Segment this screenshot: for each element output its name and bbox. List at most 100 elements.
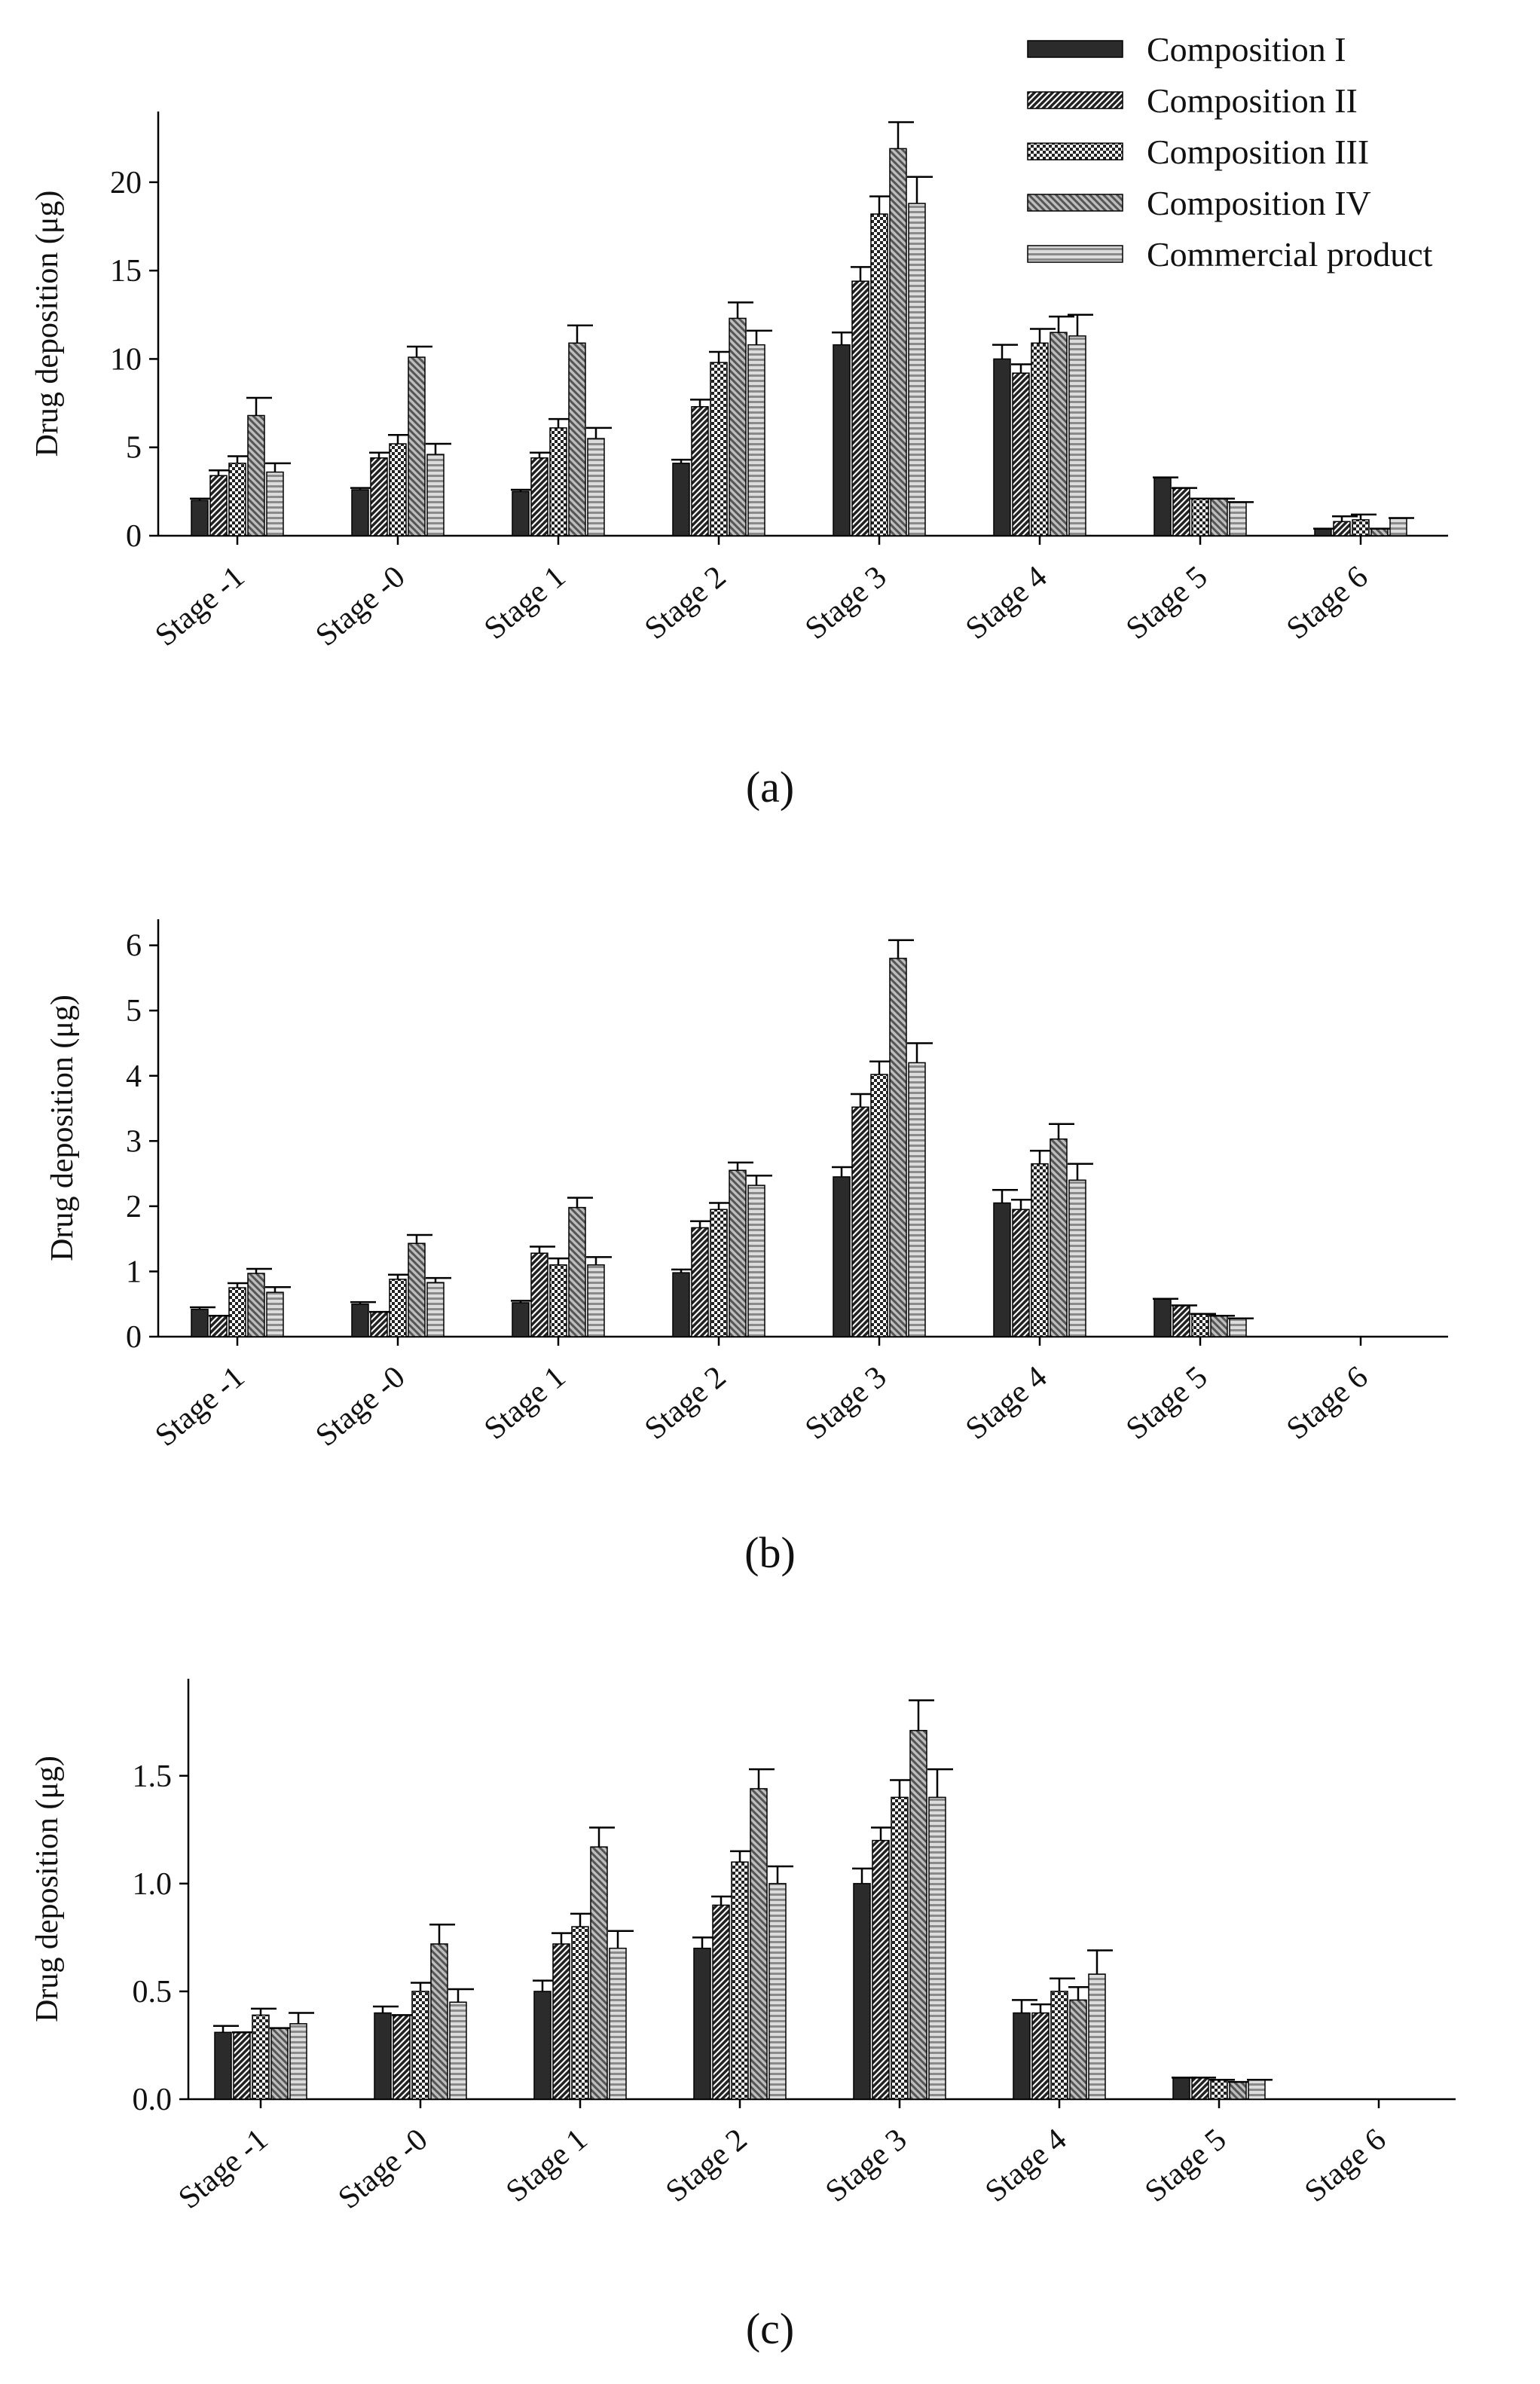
bar-composition-iii bbox=[1191, 1313, 1209, 1337]
error-bar bbox=[289, 2012, 314, 2024]
bar-composition-i bbox=[853, 1883, 871, 2100]
y-tick-label: 6 bbox=[126, 929, 142, 964]
bar-composition-iv bbox=[1210, 1315, 1228, 1337]
error-bar bbox=[927, 1768, 953, 1798]
bar-composition-i bbox=[672, 463, 690, 536]
x-tick-label: Stage 3 bbox=[819, 2122, 913, 2208]
bar-composition-ii bbox=[530, 1252, 548, 1337]
bar-composition-iii bbox=[549, 1264, 567, 1337]
bar-composition-ii bbox=[1012, 1209, 1030, 1337]
bar-composition-iii bbox=[1031, 342, 1049, 536]
legend-swatch bbox=[1027, 91, 1123, 109]
legend-entry-composition-iii: Composition III bbox=[1027, 133, 1369, 171]
bar-commercial-product bbox=[426, 454, 445, 536]
bar-composition-i bbox=[672, 1272, 690, 1337]
error-bar bbox=[1068, 313, 1093, 336]
error-bar bbox=[728, 1161, 753, 1171]
bar-composition-iii bbox=[870, 1074, 888, 1337]
bar-commercial-product bbox=[1229, 1318, 1247, 1337]
bar-composition-iv bbox=[1069, 1999, 1087, 2100]
error-bar bbox=[1068, 1163, 1093, 1181]
y-tick-label: 1.0 bbox=[133, 1867, 173, 1902]
x-tick-label: Stage -1 bbox=[173, 2122, 275, 2215]
bar-composition-ii bbox=[233, 2031, 251, 2100]
error-bar bbox=[589, 1826, 615, 1848]
bar-composition-iv bbox=[590, 1846, 608, 2100]
bar-composition-ii bbox=[552, 1943, 570, 2100]
error-bar bbox=[992, 344, 1018, 359]
bar-composition-i bbox=[833, 344, 851, 536]
error-bar bbox=[1050, 1977, 1075, 1991]
y-tick-label: 2 bbox=[126, 1190, 142, 1224]
bar-composition-i bbox=[351, 1303, 369, 1337]
bar-composition-i bbox=[993, 1202, 1011, 1337]
bar-composition-iii bbox=[710, 1209, 728, 1337]
y-axis-title: Drug deposition (μg) bbox=[30, 191, 65, 457]
bar-composition-i bbox=[512, 1302, 530, 1337]
y-tick-label: 4 bbox=[126, 1059, 142, 1094]
bar-composition-ii bbox=[1172, 1304, 1190, 1337]
legend: Composition I Composition II Composition… bbox=[1027, 30, 1433, 274]
error-bar bbox=[728, 301, 753, 319]
error-bar bbox=[909, 1699, 934, 1731]
bar-commercial-product bbox=[266, 471, 284, 536]
error-bar bbox=[1049, 1123, 1074, 1139]
legend-entry-composition-ii: Composition II bbox=[1027, 81, 1358, 120]
error-bar bbox=[265, 462, 291, 472]
bar-commercial-product bbox=[928, 1796, 946, 2100]
y-tick-label: 3 bbox=[126, 1124, 142, 1159]
bar-composition-i bbox=[191, 1308, 209, 1337]
bar-commercial-product bbox=[747, 344, 765, 536]
bar-commercial-product bbox=[768, 1883, 787, 2100]
legend-swatch bbox=[1027, 194, 1123, 212]
bar-commercial-product bbox=[1229, 501, 1247, 536]
bar-composition-iv bbox=[247, 1273, 265, 1337]
error-bar bbox=[749, 1768, 775, 1789]
legend-label: Composition III bbox=[1147, 133, 1369, 171]
error-bar bbox=[1351, 513, 1377, 520]
y-tick-label: 20 bbox=[110, 166, 142, 200]
bar-composition-iii bbox=[1210, 2079, 1228, 2100]
error-bar bbox=[246, 1267, 272, 1274]
x-tick-label: Stage -0 bbox=[332, 2122, 435, 2215]
bar-composition-i bbox=[833, 1176, 851, 1337]
bar-commercial-product bbox=[1068, 1179, 1086, 1337]
error-bar bbox=[747, 329, 772, 345]
bar-composition-ii bbox=[1191, 2077, 1209, 2100]
error-bar bbox=[251, 2007, 277, 2016]
error-bar bbox=[992, 1188, 1018, 1203]
error-bar bbox=[907, 1042, 933, 1063]
y-axis-title: Drug deposition (μg) bbox=[30, 1756, 65, 2022]
bar-composition-ii bbox=[872, 1839, 890, 2100]
bar-composition-ii bbox=[712, 1904, 730, 2100]
bar-composition-iii bbox=[389, 443, 407, 536]
legend-entry-commercial-product: Commercial product bbox=[1027, 235, 1433, 274]
legend-entry-composition-i: Composition I bbox=[1027, 30, 1346, 69]
error-bar bbox=[1049, 315, 1074, 333]
bar-composition-ii bbox=[209, 1315, 228, 1337]
error-bar bbox=[1332, 515, 1358, 522]
bar-composition-iii bbox=[549, 427, 567, 536]
bar-composition-ii bbox=[1012, 372, 1030, 536]
y-tick-label: 0.5 bbox=[133, 1975, 173, 2010]
legend-swatch bbox=[1027, 245, 1123, 263]
bar-composition-ii bbox=[691, 406, 709, 536]
bar-composition-ii bbox=[1333, 521, 1351, 536]
error-bar bbox=[373, 2005, 399, 2013]
x-tick-label: Stage -0 bbox=[310, 559, 412, 653]
x-tick-label: Stage 6 bbox=[1280, 1359, 1374, 1446]
bar-commercial-product bbox=[266, 1291, 284, 1337]
y-tick-label: 1.5 bbox=[133, 1759, 173, 1794]
error-bar bbox=[530, 1245, 555, 1254]
bar-commercial-product bbox=[289, 2023, 307, 2100]
legend-label: Composition I bbox=[1147, 30, 1346, 69]
panel-label-b: (b) bbox=[744, 1528, 796, 1577]
y-tick-label: 5 bbox=[126, 994, 142, 1028]
bar-commercial-product bbox=[747, 1184, 765, 1337]
error-bar bbox=[888, 939, 914, 958]
error-bar bbox=[407, 345, 432, 358]
bar-composition-i bbox=[512, 491, 530, 536]
bar-commercial-product bbox=[908, 1062, 926, 1337]
x-tick-label: Stage 5 bbox=[1138, 2122, 1233, 2208]
x-tick-label: Stage 6 bbox=[1280, 559, 1374, 646]
